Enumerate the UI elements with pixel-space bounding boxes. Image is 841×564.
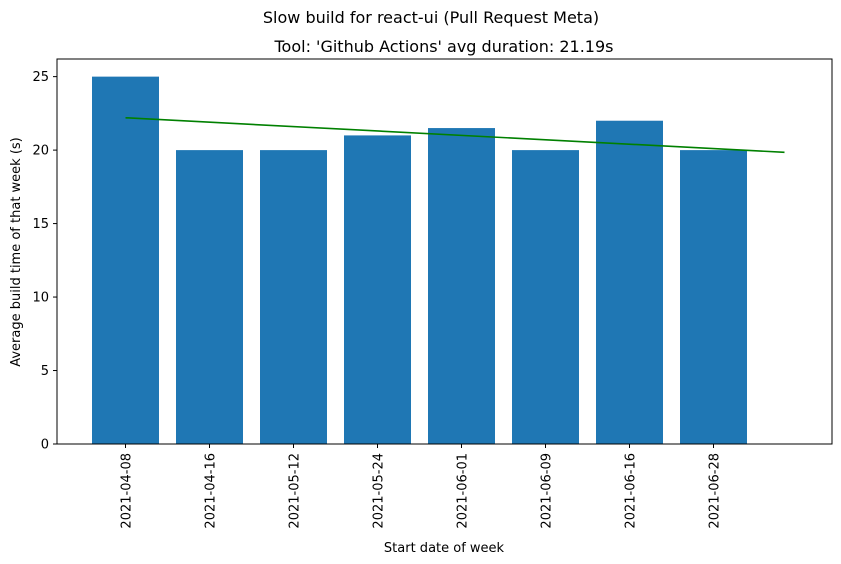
y-tick-label: 20 bbox=[32, 144, 49, 159]
bar-2021-05-24 bbox=[344, 135, 411, 444]
x-tick-label: 2021-06-16 bbox=[624, 453, 639, 529]
bar-2021-06-28 bbox=[680, 150, 747, 445]
y-tick-label: 25 bbox=[32, 70, 49, 85]
bar-2021-05-12 bbox=[260, 150, 327, 445]
bar-2021-04-16 bbox=[176, 150, 243, 445]
y-tick-label: 0 bbox=[41, 438, 49, 453]
y-tick-label: 15 bbox=[32, 217, 49, 232]
x-tick-label: 2021-04-16 bbox=[204, 453, 219, 529]
y-tick-label: 10 bbox=[32, 291, 49, 306]
x-tick-label: 2021-06-09 bbox=[540, 453, 555, 529]
x-axis-label: Start date of week bbox=[384, 541, 505, 556]
chart-title: Tool: 'Github Actions' avg duration: 21.… bbox=[274, 37, 614, 56]
figure-suptitle: Slow build for react-ui (Pull Request Me… bbox=[263, 8, 599, 27]
y-tick-label: 5 bbox=[41, 364, 49, 379]
y-axis-label: Average build time of that week (s) bbox=[9, 137, 24, 367]
x-tick-label: 2021-06-28 bbox=[708, 453, 723, 529]
bar-2021-06-16 bbox=[596, 120, 663, 444]
trend-line bbox=[125, 116, 785, 154]
x-tick-label: 2021-05-12 bbox=[288, 453, 303, 529]
bar-2021-06-09 bbox=[512, 150, 579, 445]
x-tick-label: 2021-06-01 bbox=[456, 453, 471, 529]
bar-2021-04-08 bbox=[92, 76, 159, 444]
x-tick-label: 2021-04-08 bbox=[120, 453, 135, 529]
x-tick-label: 2021-05-24 bbox=[372, 453, 387, 529]
bar-2021-06-01 bbox=[428, 128, 495, 444]
axes-frame bbox=[56, 58, 833, 445]
plot-area: 0 5 10 15 20 25 2021-04-08 2021-04-16 2021-05-12… bbox=[32, 58, 833, 529]
